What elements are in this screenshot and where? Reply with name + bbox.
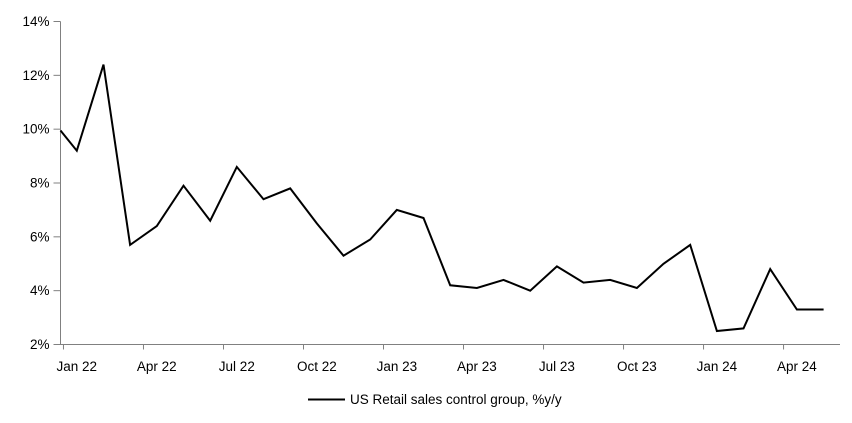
y-tick-label: 12%: [22, 68, 49, 83]
y-tick-label: 2%: [30, 337, 50, 352]
x-tick-label: Jul 22: [219, 359, 255, 374]
y-tick-label: 8%: [30, 176, 50, 191]
x-tick-label: Jan 23: [377, 359, 418, 374]
legend-label: US Retail sales control group, %y/y: [350, 392, 562, 407]
x-tick-label: Apr 24: [777, 359, 817, 374]
x-tick-label: Oct 22: [297, 359, 337, 374]
y-tick-label: 4%: [30, 283, 50, 298]
x-tick-label: Apr 23: [457, 359, 497, 374]
y-tick-label: 6%: [30, 229, 50, 244]
x-axis: Jan 22 Apr 22 Jul 22 Oct 22 Jan 23 Apr 23 Jul …: [57, 344, 840, 374]
series-line: [59, 64, 824, 333]
y-tick-label: 10%: [22, 122, 49, 137]
x-tick-label: Jan 24: [697, 359, 738, 374]
y-axis: 2% 4% 6% 8% 10% 12% 14%: [22, 14, 61, 352]
y-tick-label: 14%: [22, 14, 49, 29]
x-tick-label: Jul 23: [539, 359, 575, 374]
x-tick-label: Apr 22: [137, 359, 177, 374]
legend: US Retail sales control group, %y/y: [308, 392, 562, 407]
x-tick-label: Jan 22: [57, 359, 98, 374]
x-tick-label: Oct 23: [617, 359, 657, 374]
